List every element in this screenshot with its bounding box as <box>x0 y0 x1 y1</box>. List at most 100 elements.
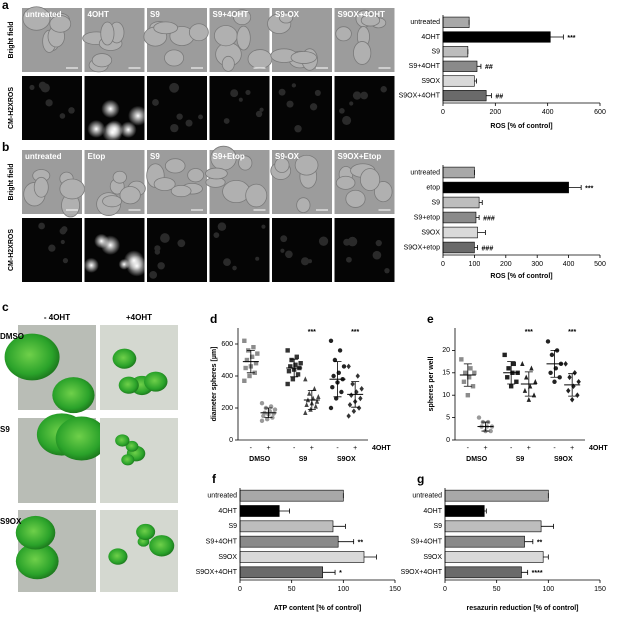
point <box>508 384 514 389</box>
cell <box>296 197 311 214</box>
dim-spot <box>278 88 286 96</box>
dim-spot <box>232 265 237 271</box>
bright-spot <box>100 235 121 255</box>
error-bar <box>524 539 534 545</box>
category-label: S9OX+4OHT <box>399 93 441 100</box>
x-tick-label: + <box>266 445 270 452</box>
error-bar <box>543 554 549 560</box>
bar <box>444 535 525 548</box>
sd-bar <box>290 358 299 378</box>
category-label: S9 <box>228 523 237 530</box>
group-label: S9OX <box>554 456 573 463</box>
x-tick-label: 100 <box>469 261 481 268</box>
row-label: S9 <box>0 425 10 434</box>
fluorescence-image <box>334 76 395 140</box>
x-tick-label: - <box>553 445 556 452</box>
point <box>575 392 580 398</box>
cell <box>245 183 268 208</box>
significance: ** <box>537 540 543 547</box>
group-label: DMSO <box>249 456 271 463</box>
dim-spot <box>60 239 65 245</box>
bar <box>442 241 475 254</box>
error-bar <box>550 34 564 40</box>
bar <box>442 226 478 239</box>
bar <box>444 489 549 502</box>
dim-spot <box>238 97 243 102</box>
point <box>350 381 355 387</box>
point <box>576 378 581 385</box>
panel-label: c <box>2 300 9 314</box>
bright-spot <box>83 257 99 273</box>
point <box>298 361 303 366</box>
x-tick-label: - <box>336 445 339 452</box>
dim-spot <box>223 258 231 267</box>
y-tick-label: 400 <box>221 373 233 380</box>
dim-spot <box>339 108 345 114</box>
panel-label: b <box>2 140 9 154</box>
point <box>303 376 308 382</box>
cell <box>294 154 319 176</box>
cell <box>188 23 209 42</box>
point <box>463 370 468 375</box>
bar <box>239 566 323 579</box>
cell <box>290 51 317 64</box>
group-label: DMSO <box>466 456 488 463</box>
point <box>346 363 351 370</box>
dim-spot <box>360 91 369 100</box>
category-label: S9OX <box>423 554 442 561</box>
sphere <box>149 535 175 557</box>
x-tick-label: 600 <box>594 109 606 116</box>
cell <box>238 155 253 171</box>
point <box>272 407 278 412</box>
dim-spot <box>347 236 358 247</box>
x-tick-label: 50 <box>288 586 296 593</box>
sd-bar <box>568 373 577 397</box>
column-label: S9+Etop <box>213 152 245 161</box>
dim-spot <box>349 101 354 106</box>
cell <box>102 195 123 208</box>
dim-spot <box>198 114 204 120</box>
error-bar <box>479 200 483 205</box>
row-label: DMSO <box>0 332 24 341</box>
significance: *** <box>585 185 593 192</box>
y-tick-label: 15 <box>442 370 450 377</box>
category-label: S9OX <box>421 229 440 236</box>
x-axis-label: ROS [% of control] <box>490 123 552 130</box>
point <box>293 362 298 367</box>
sphere <box>15 515 56 550</box>
significance: ### <box>483 215 495 222</box>
point <box>511 361 516 367</box>
bright-spot <box>120 121 137 139</box>
cell <box>164 49 185 67</box>
column-label: untreated <box>25 10 62 19</box>
column-label: S9 <box>150 10 160 19</box>
x-tick-label: 400 <box>563 261 575 268</box>
bar <box>442 46 469 58</box>
sd-bar <box>246 350 255 374</box>
point <box>331 373 336 379</box>
category-label: S9OX+etop <box>404 244 440 251</box>
significance: * <box>339 570 342 577</box>
significance: *** <box>308 329 316 336</box>
significance: **** <box>532 570 543 577</box>
category-label: 4OHT <box>423 508 442 515</box>
bright-spot <box>102 122 123 143</box>
dim-spot <box>314 89 321 96</box>
dim-spot <box>59 113 66 119</box>
bar <box>239 489 344 502</box>
x-axis-label: ROS [% of control] <box>490 273 552 280</box>
dim-spot <box>342 115 352 125</box>
dim-spot <box>245 89 251 96</box>
y-tick-label: 200 <box>221 405 233 412</box>
category-label: untreated <box>410 169 440 176</box>
point <box>572 370 577 376</box>
cell <box>345 189 366 208</box>
sphere <box>136 523 156 540</box>
sd-bar <box>550 350 559 378</box>
category-label: S9OX <box>421 78 440 85</box>
cell <box>247 49 273 69</box>
significance: ** <box>358 540 364 547</box>
point <box>249 354 255 359</box>
row-label: Bright field <box>8 164 15 201</box>
significance: ## <box>495 94 503 101</box>
